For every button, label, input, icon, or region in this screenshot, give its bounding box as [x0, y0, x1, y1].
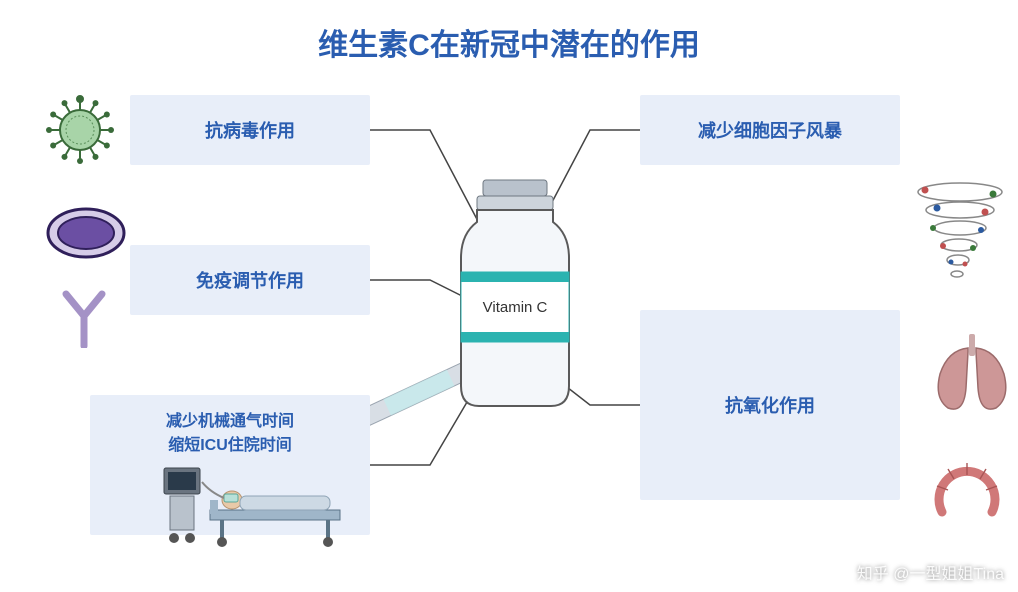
box-antiviral: 抗病毒作用 — [130, 95, 370, 165]
vitamin-c-bottle-icon: Vitamin C — [461, 180, 569, 406]
box-antioxidant: 抗氧化作用 — [640, 310, 900, 500]
cell-icon — [45, 205, 127, 266]
lungs-icon — [930, 330, 1014, 419]
virus-icon — [45, 95, 115, 170]
antibody-icon — [60, 290, 108, 353]
trachea-ring-icon — [930, 460, 1004, 539]
icu-bed-icon — [160, 460, 350, 550]
watermark: 知乎 @一型姐姐Tina — [857, 560, 1004, 584]
box-cytokine: 减少细胞因子风暴 — [640, 95, 900, 165]
bottle-label: Vitamin C — [483, 299, 548, 316]
box-immune: 免疫调节作用 — [130, 245, 370, 315]
cytokine-tornado-icon — [915, 180, 1005, 295]
